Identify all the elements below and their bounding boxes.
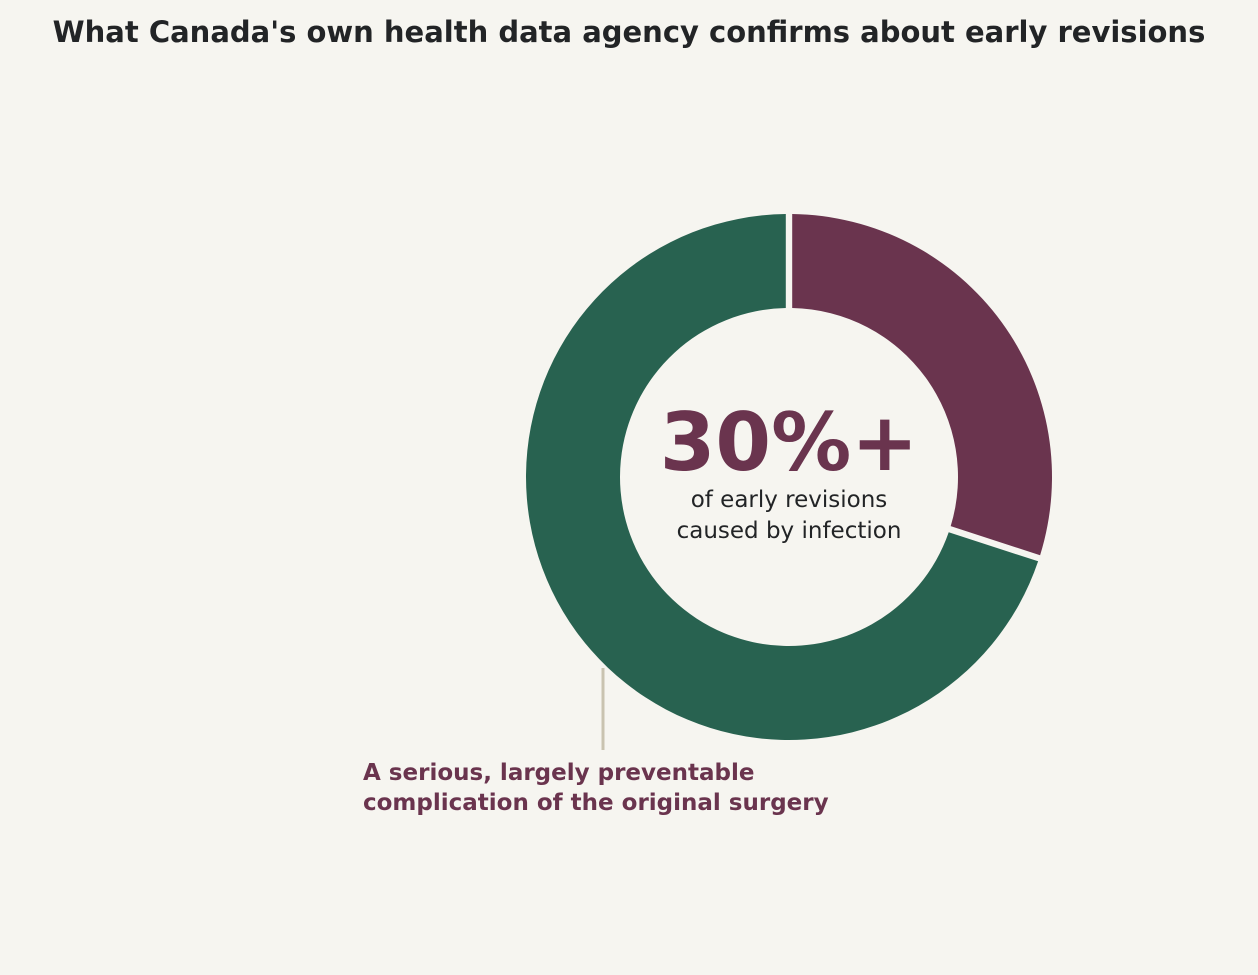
donut-slices [525, 214, 1052, 740]
annotation-line-2: complication of the original surgery [363, 790, 829, 816]
donut-slice-2 [525, 214, 1039, 740]
center-label-line-2: caused by infection [677, 518, 902, 544]
donut-slice-1 [792, 214, 1052, 556]
annotation-line-1: A serious, largely preventable [363, 760, 754, 786]
chart-title: What Canada's own health data agency con… [53, 15, 1206, 49]
center-value: 30%+ [660, 396, 919, 489]
center-label-line-1: of early revisions [691, 487, 888, 513]
